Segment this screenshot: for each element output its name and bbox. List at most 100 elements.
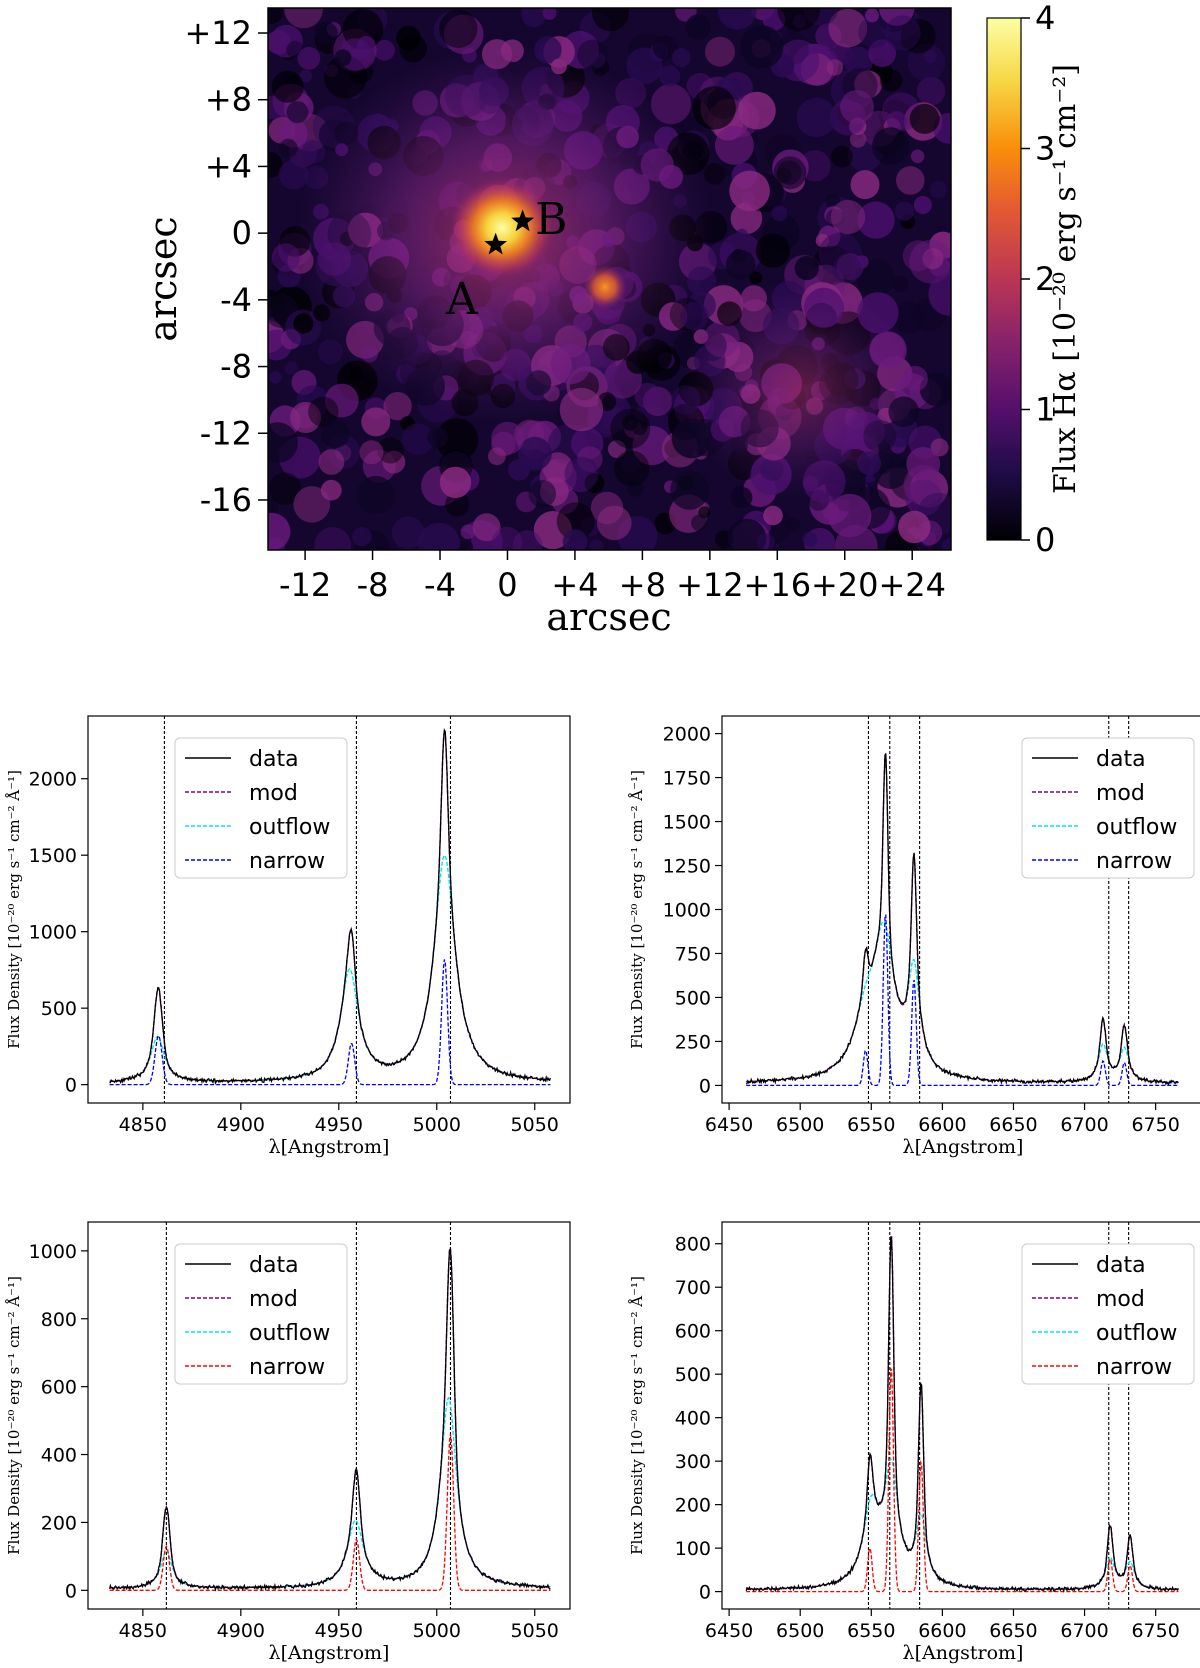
x-tick-label: 6500 [776, 1114, 824, 1136]
noise-blob [924, 50, 937, 63]
map-y-tick-label: +4 [205, 147, 252, 185]
noise-blob [855, 255, 869, 269]
noise-blob [886, 111, 908, 132]
y-tick-label: 1000 [663, 900, 711, 922]
noise-blob [900, 18, 936, 54]
colorbar-ticks: 0 1 2 3 4 [1021, 0, 1055, 559]
y-axis-label: Flux Density [10⁻²⁰ erg s⁻¹ cm⁻² Å⁻¹] [628, 1276, 646, 1555]
noise-blob [321, 419, 350, 449]
noise-blob [314, 21, 338, 45]
y-tick-label: 300 [675, 1451, 711, 1473]
map-y-tick-label: -16 [200, 481, 252, 519]
companion-glow [583, 265, 627, 309]
spectrum-curves [745, 1235, 1179, 1593]
y-tick-label: 750 [675, 943, 711, 965]
y-tick-label: 0 [65, 1580, 77, 1602]
noise-blob [632, 425, 672, 466]
x-tick-label: 6650 [989, 1620, 1037, 1642]
legend-box [174, 737, 348, 879]
noise-blob [278, 138, 298, 158]
noise-blob [818, 232, 862, 276]
noise-blob [270, 24, 303, 58]
noise-blob [825, 193, 841, 209]
noise-blob [691, 514, 708, 532]
series-data [108, 1247, 551, 1592]
legend-label-data: data [249, 747, 299, 772]
noise-blob [284, 361, 299, 376]
y-tick-label: 500 [41, 998, 77, 1020]
legend: data mod outflow narrow [174, 1243, 348, 1385]
noise-blob [268, 472, 302, 506]
x-tick-label: 5050 [511, 1620, 559, 1642]
noise-blob [868, 39, 897, 68]
series-narrow [746, 1367, 1179, 1593]
halpha-flux-map: -12 -8 -4 0 +4 +8 +12 +16 +20 +24 +12+8+40-4-8-12… [141, 0, 1083, 639]
noise-blob [930, 181, 948, 199]
noise-blob [941, 537, 951, 550]
x-tick-label: 4950 [315, 1114, 363, 1136]
legend-box [1021, 737, 1195, 879]
noise-blob [607, 440, 626, 458]
legend-label-narrow: narrow [249, 849, 325, 874]
noise-blob [356, 475, 395, 514]
noise-blob [794, 256, 819, 281]
noise-blob [714, 125, 754, 165]
noise-blob [727, 518, 767, 550]
x-tick-label: 4900 [217, 1114, 265, 1136]
x-axis-label: λ[Angstrom] [269, 1136, 390, 1158]
noise-blob [488, 447, 506, 466]
noise-blob [293, 313, 314, 334]
colorbar: 0 1 2 3 4 Flux Hα [10⁻²⁰ erg s⁻¹ cm⁻²] [986, 0, 1083, 559]
marker-label-b: B [535, 194, 567, 245]
noise-blob [898, 510, 931, 544]
noise-blob [268, 8, 284, 24]
noise-blob [909, 103, 940, 134]
noise-blob [508, 458, 530, 481]
y-tick-label: 200 [41, 1512, 77, 1534]
series-outflow [746, 920, 1179, 1084]
x-tick-label: 6550 [847, 1620, 895, 1642]
y-tick-label: 200 [675, 1495, 711, 1517]
noise-blob [435, 418, 479, 461]
noise-blob [592, 8, 629, 32]
noise-blob [297, 46, 321, 70]
map-x-tick-label: -4 [424, 566, 456, 604]
star-marker-b [511, 209, 535, 232]
noise-blob [320, 479, 342, 501]
noise-blob [802, 531, 818, 547]
axes-frame [721, 1221, 1200, 1610]
noise-blob [858, 16, 891, 49]
noise-blob [445, 492, 470, 517]
noise-blob [796, 97, 837, 138]
spectrum-curves [746, 753, 1179, 1087]
spectrum-curves [108, 1247, 551, 1592]
noise-blob [685, 14, 711, 40]
noise-blob [892, 275, 909, 292]
noise-blob [269, 371, 282, 384]
noise-blob [652, 35, 678, 60]
noise-blob [284, 8, 323, 29]
noise-blob [773, 156, 807, 190]
y-tick-label: 600 [41, 1377, 77, 1399]
legend-label-data: data [1096, 747, 1146, 772]
x-tick-label: 5050 [511, 1114, 559, 1136]
series-outflow [109, 1396, 551, 1589]
noise-blob [913, 196, 932, 214]
noise-blob [622, 414, 638, 431]
noise-blob [439, 466, 472, 499]
map-x-tick-label: +20 [811, 566, 879, 604]
noise-blob [427, 427, 449, 448]
noise-blob [278, 159, 309, 190]
noise-blob [356, 36, 376, 55]
colorbar-gradient [986, 17, 1022, 541]
noise-blob [895, 201, 915, 221]
noise-blob [382, 450, 406, 474]
noise-blob [910, 149, 925, 164]
map-frame [267, 7, 952, 551]
x-tick-label: 6750 [1131, 1620, 1179, 1642]
noise-blob [439, 9, 478, 48]
noise-blob [738, 91, 776, 130]
noise-blob [528, 480, 557, 508]
noise-blob [717, 8, 757, 30]
noise-blob [749, 271, 763, 285]
